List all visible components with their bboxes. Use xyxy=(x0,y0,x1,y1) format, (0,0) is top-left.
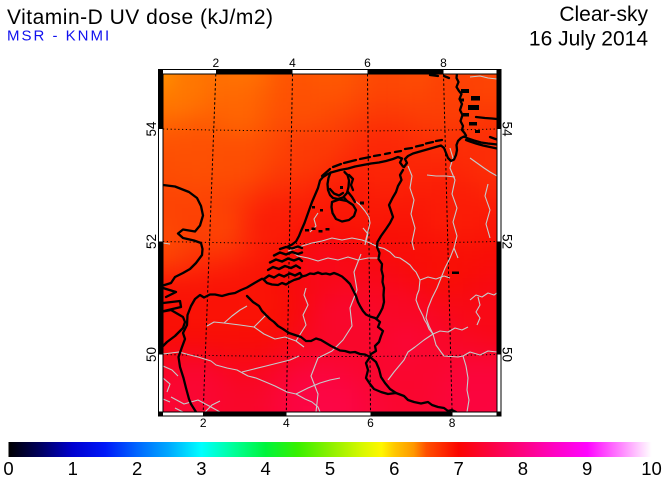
svg-text:8: 8 xyxy=(518,458,528,479)
svg-text:3: 3 xyxy=(196,458,206,479)
svg-text:4: 4 xyxy=(283,416,290,430)
svg-text:9: 9 xyxy=(582,458,592,479)
svg-text:5: 5 xyxy=(325,458,335,479)
svg-text:2: 2 xyxy=(212,56,219,70)
svg-text:7: 7 xyxy=(453,458,463,479)
svg-text:8: 8 xyxy=(440,56,447,70)
svg-text:6: 6 xyxy=(367,416,374,430)
svg-text:8: 8 xyxy=(449,416,456,430)
svg-text:52: 52 xyxy=(144,234,159,249)
svg-text:50: 50 xyxy=(144,347,159,362)
svg-text:54: 54 xyxy=(144,121,159,137)
svg-text:Clear-sky: Clear-sky xyxy=(559,3,648,26)
svg-text:10: 10 xyxy=(641,458,662,479)
svg-text:MSR - KNMI: MSR - KNMI xyxy=(7,28,111,45)
svg-text:54: 54 xyxy=(499,121,514,137)
svg-text:4: 4 xyxy=(261,458,271,479)
svg-text:52: 52 xyxy=(499,234,514,249)
svg-text:16 July 2014: 16 July 2014 xyxy=(529,28,648,51)
svg-text:2: 2 xyxy=(132,458,142,479)
svg-text:0: 0 xyxy=(3,458,13,479)
svg-text:6: 6 xyxy=(389,458,399,479)
svg-text:1: 1 xyxy=(68,458,78,479)
svg-text:50: 50 xyxy=(499,347,514,362)
svg-text:Vitamin-D UV dose (kJ/m2): Vitamin-D UV dose (kJ/m2) xyxy=(7,6,274,29)
svg-text:2: 2 xyxy=(200,416,207,430)
svg-text:4: 4 xyxy=(289,56,296,70)
svg-text:6: 6 xyxy=(364,56,371,70)
